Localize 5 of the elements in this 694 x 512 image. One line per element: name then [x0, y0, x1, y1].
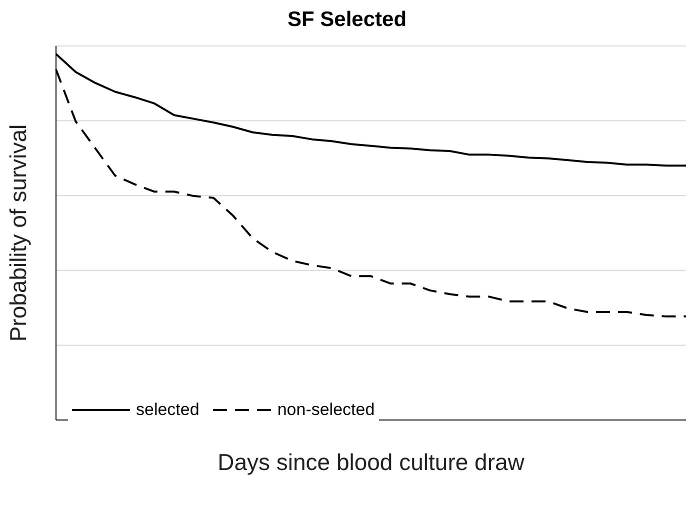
legend-label: non-selected: [277, 400, 375, 420]
chart-title: SF Selected: [286, 8, 408, 33]
y-axis-title: Probability of survival: [5, 124, 32, 342]
x-axis-title: Days since blood culture draw: [218, 449, 525, 475]
legend-label: selected: [136, 400, 200, 420]
